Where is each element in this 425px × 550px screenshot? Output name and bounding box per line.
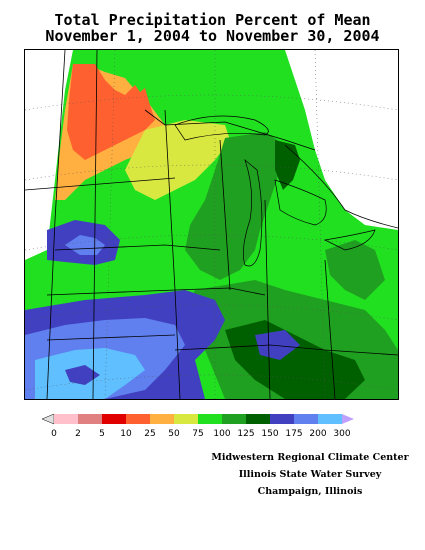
credit-line-1: Midwestern Regional Climate Center (211, 452, 409, 463)
legend-label: 0 (51, 429, 57, 439)
legend-label: 75 (192, 429, 203, 439)
legend-swatch (78, 414, 102, 424)
legend-label: 175 (285, 429, 302, 439)
legend-label: 50 (168, 429, 180, 439)
legend-swatch (54, 414, 78, 424)
legend-label: 150 (261, 429, 278, 439)
legend-label: 100 (213, 429, 230, 439)
legend-label: 300 (333, 429, 350, 439)
map-title-line-1: Total Precipitation Percent of Mean (54, 11, 371, 29)
legend-label: 25 (144, 429, 155, 439)
legend-arrow-right (342, 414, 354, 424)
legend-swatch (318, 414, 342, 424)
legend-arrow-left (41, 413, 55, 425)
legend-label: 5 (99, 429, 105, 439)
map-title-line-2: November 1, 2004 to November 30, 2004 (45, 27, 380, 45)
color-legend: 0 2 5 10 25 50 75 100 125 150 175 200 300 (40, 410, 385, 440)
legend-label: 125 (237, 429, 254, 439)
legend-swatch (222, 414, 246, 424)
legend-label: 2 (75, 429, 81, 439)
legend-swatch (294, 414, 318, 424)
legend-swatch (174, 414, 198, 424)
credit-line-2: Illinois State Water Survey (238, 469, 382, 480)
legend-label: 10 (120, 429, 132, 439)
legend-swatch (270, 414, 294, 424)
legend-swatch (126, 414, 150, 424)
legend-label: 200 (309, 429, 326, 439)
legend-swatch (198, 414, 222, 424)
precipitation-map (24, 49, 399, 400)
credit-line-3: Champaign, Illinois (257, 486, 363, 497)
legend-swatch (246, 414, 270, 424)
legend-swatch (102, 414, 126, 424)
legend-swatch (150, 414, 174, 424)
